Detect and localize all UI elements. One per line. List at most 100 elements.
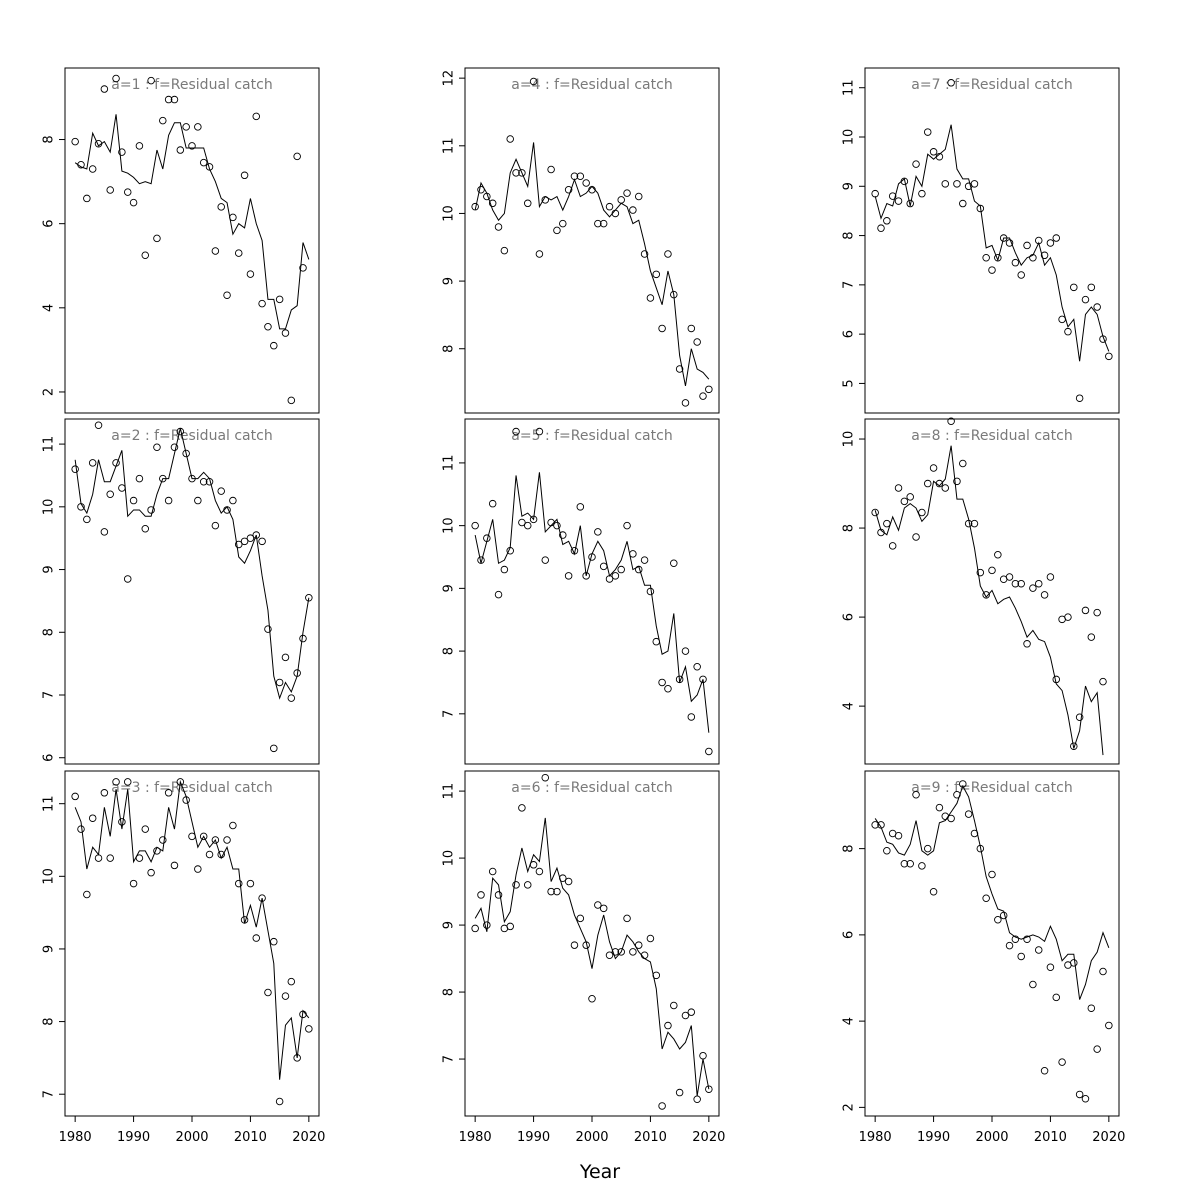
observed-point bbox=[675, 1088, 684, 1097]
observed-point bbox=[1011, 935, 1020, 943]
observed-point bbox=[141, 825, 150, 833]
observed-point bbox=[1093, 1045, 1101, 1053]
observed-point bbox=[129, 496, 138, 505]
x-tick-label: 2020 bbox=[1092, 1130, 1125, 1145]
y-tick-label: 4 bbox=[842, 1017, 857, 1025]
observed-point bbox=[535, 427, 544, 436]
observed-point bbox=[894, 197, 903, 205]
observed-point bbox=[912, 160, 920, 168]
observed-point bbox=[1087, 283, 1096, 292]
observed-point bbox=[477, 186, 485, 194]
observed-point bbox=[1070, 283, 1078, 292]
observed-point bbox=[982, 894, 990, 902]
observed-point bbox=[194, 496, 202, 505]
y-tick-label: 8 bbox=[442, 345, 457, 353]
observed-point bbox=[935, 803, 944, 812]
observed-point bbox=[240, 537, 249, 546]
observed-point bbox=[506, 922, 514, 931]
panel-6: a=8 : f=Residual catch 4 6 8 10 bbox=[842, 417, 1120, 765]
observed-point bbox=[500, 565, 509, 574]
observed-point bbox=[564, 572, 573, 580]
observed-point bbox=[658, 324, 666, 333]
observed-point bbox=[477, 891, 485, 899]
observed-point bbox=[264, 323, 272, 331]
observed-point bbox=[705, 747, 713, 756]
observed-point bbox=[929, 148, 938, 156]
observed-point bbox=[217, 203, 225, 211]
observed-point bbox=[918, 508, 926, 517]
panel-frame bbox=[864, 67, 1120, 414]
y-tick-label: 11 bbox=[42, 795, 57, 812]
observed-point bbox=[681, 1011, 690, 1020]
observed-point bbox=[506, 135, 514, 143]
observed-point bbox=[918, 189, 926, 198]
observed-point bbox=[270, 744, 278, 753]
observed-point bbox=[959, 459, 967, 468]
panel-title: a=1 : f=Residual catch bbox=[111, 77, 272, 93]
observed-point bbox=[699, 392, 707, 400]
observed-point bbox=[1075, 713, 1084, 722]
observed-point bbox=[523, 881, 532, 889]
observed-point bbox=[681, 399, 690, 407]
y-tick-label: 6 bbox=[842, 613, 857, 621]
observed-point bbox=[488, 199, 497, 208]
observed-point bbox=[246, 270, 255, 278]
observed-point bbox=[976, 568, 985, 577]
observed-point bbox=[275, 1097, 284, 1106]
observed-point bbox=[518, 804, 526, 812]
panel-7: a=3 : f=Residual catch 7 8 9 10 11 1980 1990 200… bbox=[42, 770, 325, 1145]
observed-point bbox=[523, 521, 532, 530]
observed-point bbox=[299, 264, 307, 272]
fitted-line bbox=[874, 124, 1110, 362]
observed-point bbox=[129, 198, 138, 207]
observed-point bbox=[1046, 963, 1055, 971]
observed-point bbox=[471, 521, 479, 530]
observed-point bbox=[488, 499, 497, 508]
observed-point bbox=[1087, 633, 1096, 641]
observed-point bbox=[494, 590, 503, 599]
observed-point bbox=[912, 533, 920, 541]
y-tick-label: 10 bbox=[842, 431, 857, 448]
x-tick-label: 1990 bbox=[517, 1130, 550, 1145]
observed-point bbox=[693, 663, 701, 671]
observed-point bbox=[588, 995, 596, 1003]
observed-point bbox=[270, 341, 278, 350]
observed-point bbox=[912, 790, 920, 799]
observed-point bbox=[623, 521, 631, 530]
observed-point bbox=[223, 836, 231, 844]
observed-point bbox=[494, 223, 503, 231]
panel-frame bbox=[464, 418, 720, 765]
observed-point bbox=[199, 832, 208, 841]
observed-point bbox=[693, 1095, 701, 1103]
panel-frame bbox=[864, 770, 1120, 1117]
observed-point bbox=[141, 251, 150, 259]
x-tick-label: 2020 bbox=[692, 1130, 725, 1145]
observed-point bbox=[629, 206, 637, 214]
observed-point bbox=[135, 142, 144, 150]
observed-point bbox=[605, 202, 614, 211]
observed-point bbox=[194, 123, 202, 131]
y-tick-label: 8 bbox=[842, 524, 857, 532]
observed-point bbox=[100, 85, 109, 93]
observed-point bbox=[664, 684, 672, 693]
y-tick-label: 8 bbox=[42, 1017, 57, 1025]
y-tick-label: 2 bbox=[842, 1103, 857, 1111]
observed-point bbox=[564, 877, 573, 886]
observed-point bbox=[1040, 1066, 1049, 1075]
observed-point bbox=[88, 814, 97, 822]
x-tick-label: 1980 bbox=[859, 1130, 892, 1145]
observed-point bbox=[883, 847, 891, 855]
fitted-line bbox=[474, 142, 710, 387]
panel-title: a=7 : f=Residual catch bbox=[911, 77, 1072, 93]
observed-point bbox=[947, 417, 955, 425]
observed-point bbox=[576, 503, 585, 511]
observed-point bbox=[1023, 935, 1031, 943]
panel-frame bbox=[64, 418, 320, 765]
y-tick-label: 7 bbox=[842, 281, 857, 289]
observed-point bbox=[675, 365, 684, 373]
observed-point bbox=[1023, 241, 1031, 250]
observed-point bbox=[871, 821, 879, 829]
x-tick-label: 1990 bbox=[117, 1130, 150, 1145]
observed-point bbox=[611, 572, 620, 580]
y-tick-label: 10 bbox=[42, 499, 57, 516]
